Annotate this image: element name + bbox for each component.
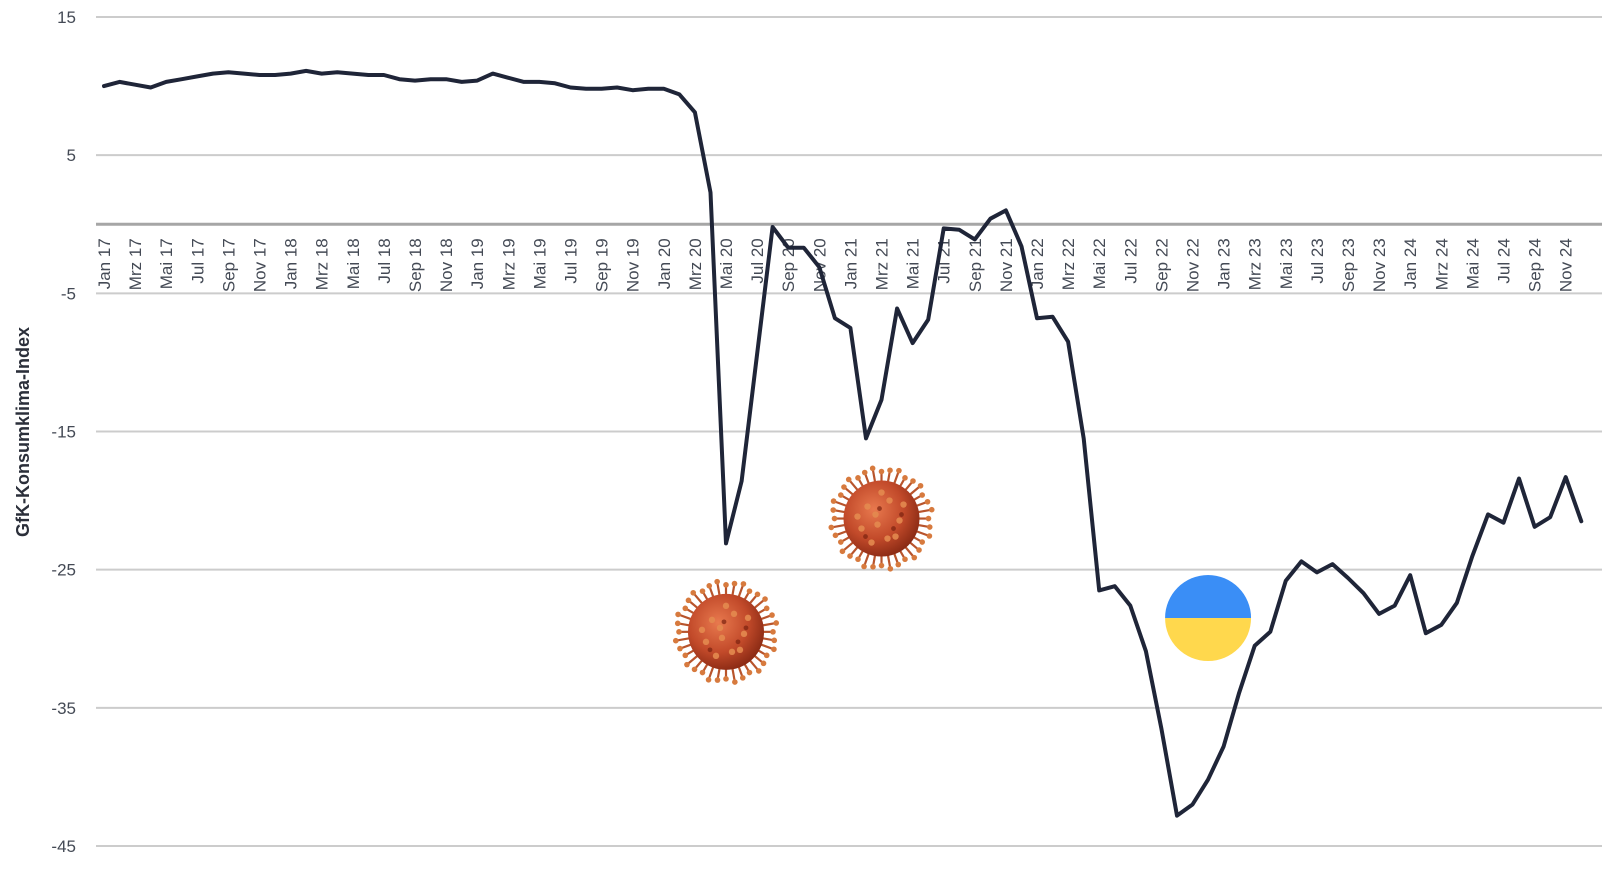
x-tick-label: Mrz 21 — [873, 238, 892, 290]
x-tick-label: Mai 22 — [1090, 238, 1109, 289]
x-tick-label: Sep 24 — [1526, 238, 1545, 292]
x-tick-label: Jan 24 — [1401, 238, 1420, 289]
gridlines — [96, 16, 1602, 847]
y-axis-label: GfK-Konsumklima-Index — [13, 327, 33, 537]
y-axis-ticks: 15 5 -5 -15 -25 -35 -45 — [51, 8, 76, 856]
x-tick-label: Jul 22 — [1121, 238, 1140, 283]
x-tick-label: Jan 22 — [1028, 238, 1047, 289]
x-tick-label: Nov 22 — [1184, 238, 1203, 292]
x-tick-label: Jan 23 — [1215, 238, 1234, 289]
x-tick-label: Sep 23 — [1339, 238, 1358, 292]
x-tick-label: Nov 18 — [437, 238, 456, 292]
y-tick-label: -35 — [51, 699, 76, 718]
x-tick-label: Nov 21 — [997, 238, 1016, 292]
x-tick-label: Nov 23 — [1370, 238, 1389, 292]
x-tick-label: Mai 20 — [717, 238, 736, 289]
coronavirus-icon — [828, 465, 935, 572]
x-tick-label: Mrz 19 — [499, 238, 518, 290]
x-tick-label: Jan 18 — [282, 238, 301, 289]
x-tick-label: Jul 17 — [188, 238, 207, 283]
x-tick-label: Jan 17 — [95, 238, 114, 289]
x-tick-label: Jul 20 — [748, 238, 767, 283]
x-tick-label: Sep 19 — [593, 238, 612, 292]
x-tick-label: Jan 19 — [468, 238, 487, 289]
x-tick-label: Jul 23 — [1308, 238, 1327, 283]
x-tick-label: Mai 18 — [344, 238, 363, 289]
x-tick-label: Sep 22 — [1152, 238, 1171, 292]
x-tick-label: Nov 19 — [624, 238, 643, 292]
y-tick-label: -5 — [61, 284, 76, 303]
x-tick-label: Mrz 17 — [126, 238, 145, 290]
x-tick-label: Mai 17 — [157, 238, 176, 289]
x-tick-label: Mrz 24 — [1432, 238, 1451, 290]
y-tick-label: 15 — [57, 8, 76, 27]
x-tick-label: Jan 20 — [655, 238, 674, 289]
y-tick-label: -15 — [51, 423, 76, 442]
x-tick-label: Mai 19 — [530, 238, 549, 289]
x-tick-label: Mrz 22 — [1059, 238, 1078, 290]
x-tick-label: Mrz 20 — [686, 238, 705, 290]
x-tick-label: Mai 24 — [1463, 238, 1482, 289]
x-tick-label: Mai 23 — [1277, 238, 1296, 289]
x-tick-label: Sep 21 — [966, 238, 985, 292]
x-tick-label: Nov 24 — [1557, 238, 1576, 292]
y-tick-label: 5 — [67, 146, 76, 165]
annotations — [672, 465, 1252, 685]
x-tick-label: Mai 21 — [904, 238, 923, 289]
x-tick-label: Jul 19 — [562, 238, 581, 283]
x-tick-label: Nov 17 — [251, 238, 270, 292]
series-line — [102, 68, 1584, 818]
y-tick-label: -45 — [51, 837, 76, 856]
x-tick-label: Jul 24 — [1495, 238, 1514, 283]
x-tick-label: Sep 17 — [219, 238, 238, 292]
x-tick-label: Jul 18 — [375, 238, 394, 283]
x-axis-ticks: Jan 17 Mrz 17 Mai 17 Jul 17 Sep 17 Nov 17 Jan … — [95, 238, 1576, 292]
x-tick-label: Sep 18 — [406, 238, 425, 292]
y-tick-label: -25 — [51, 561, 76, 580]
series-layer — [102, 68, 1584, 818]
ukraine-flag-icon — [1165, 575, 1252, 662]
x-tick-label: Sep 20 — [779, 238, 798, 292]
coronavirus-icon — [672, 578, 780, 685]
x-tick-label: Mrz 23 — [1246, 238, 1265, 290]
x-tick-label: Mrz 18 — [313, 238, 332, 290]
x-tick-label: Jan 21 — [841, 238, 860, 289]
